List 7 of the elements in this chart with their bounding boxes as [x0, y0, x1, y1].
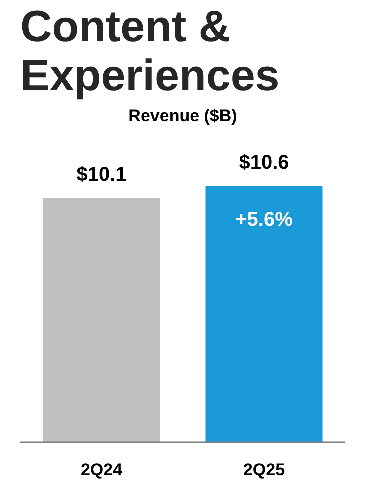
data-label: $10.1: [76, 164, 127, 186]
chart-title: Content & Experiences: [20, 2, 280, 100]
annotation: +5.6%: [236, 208, 294, 231]
x-tick-label: 2Q24: [80, 460, 124, 480]
chart-subtitle: Revenue ($B): [128, 106, 238, 126]
data-label: $10.6: [239, 152, 290, 174]
x-tick-label: 2Q25: [243, 460, 286, 480]
